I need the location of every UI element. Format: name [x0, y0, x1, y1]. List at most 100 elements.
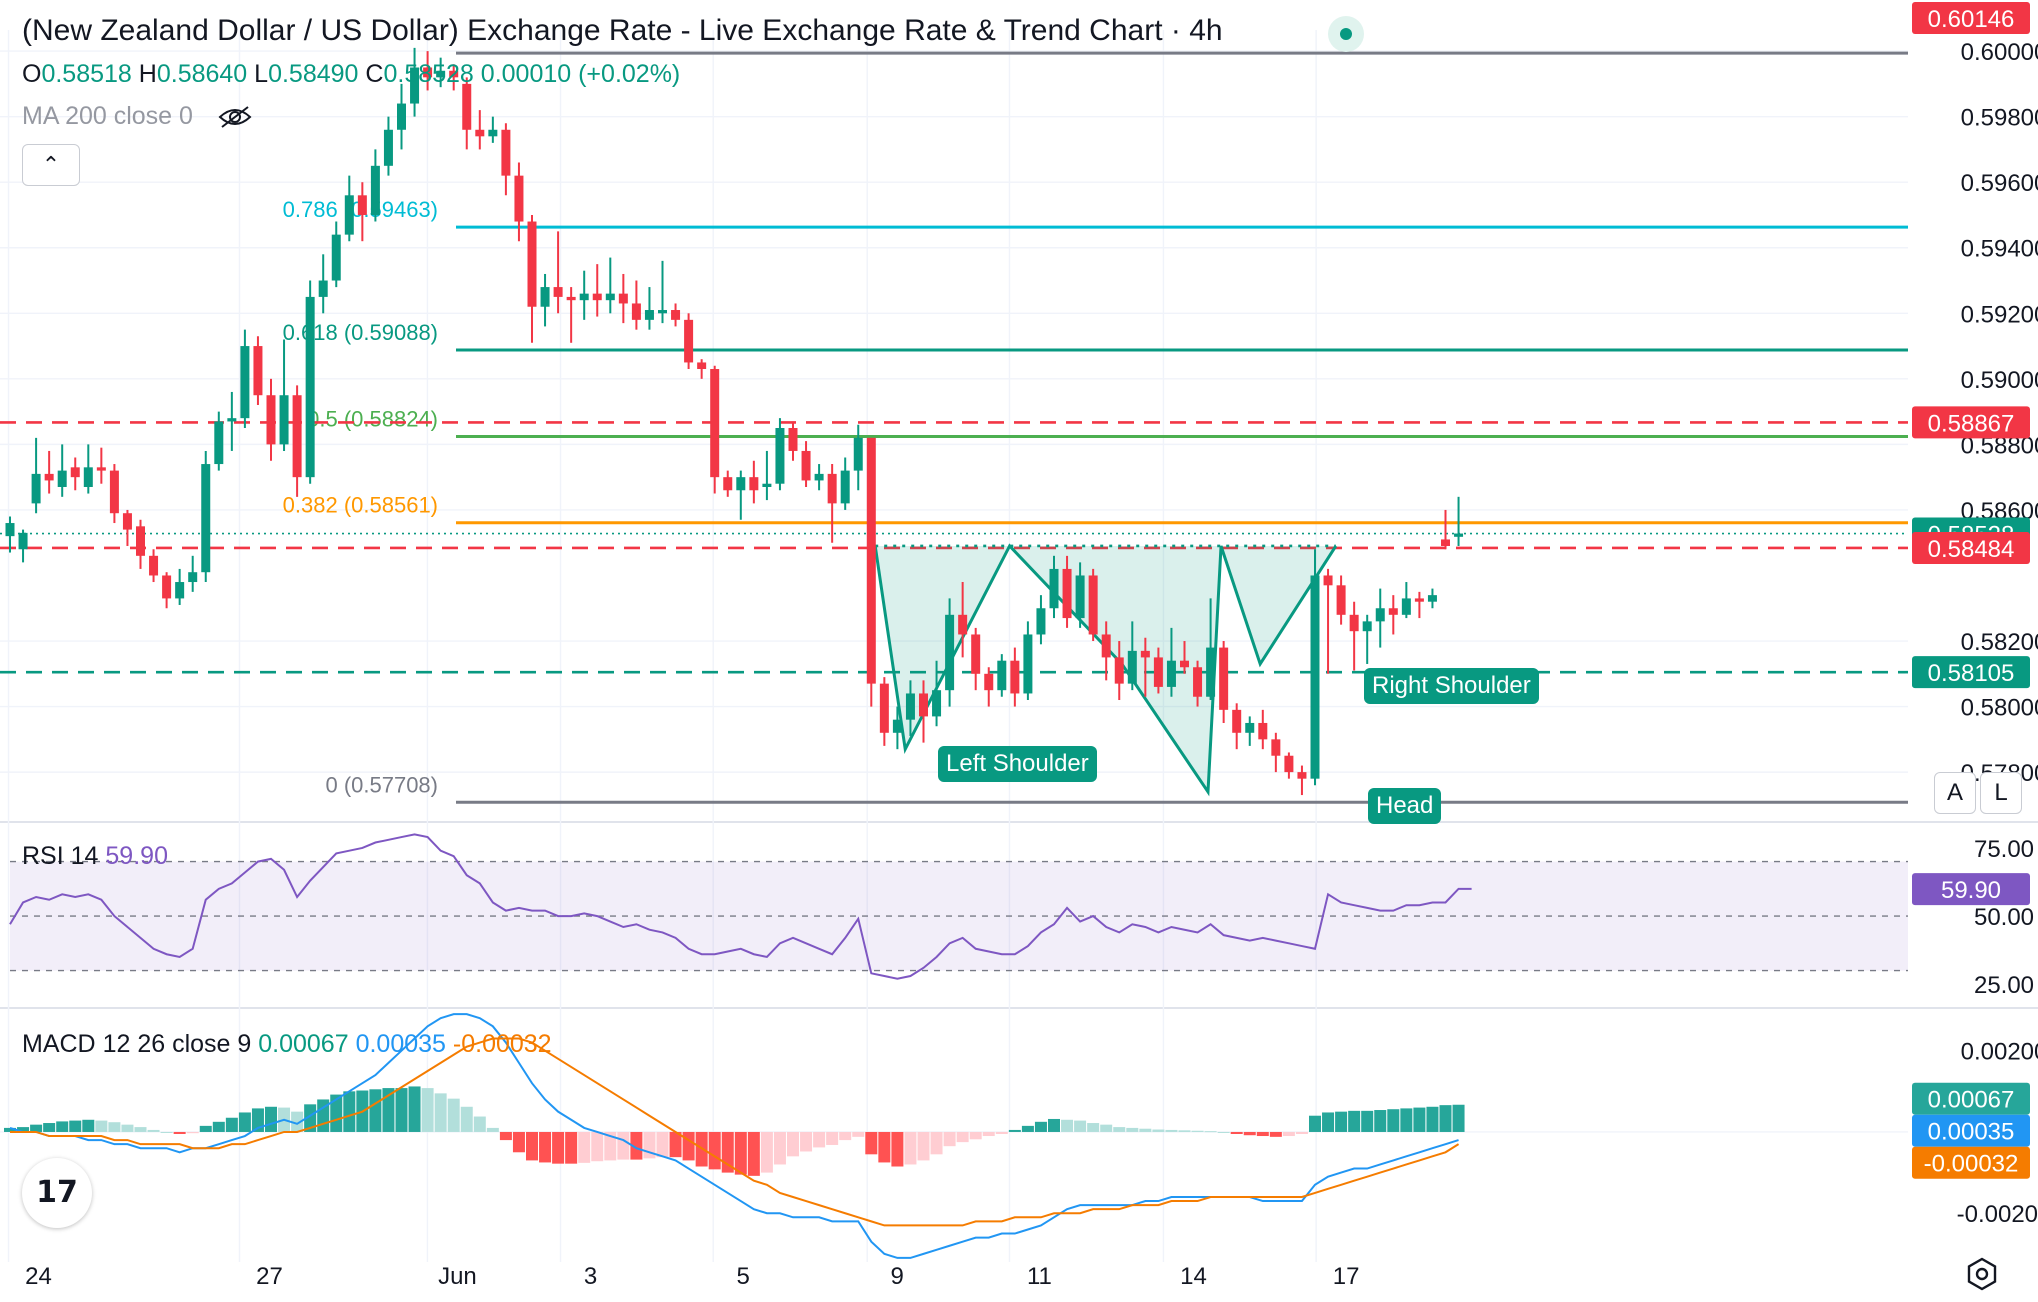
macd-histogram-bar	[656, 1131, 669, 1158]
close-value: 0.58528	[383, 60, 474, 88]
macd-histogram-bar	[147, 1129, 160, 1132]
candle-body	[488, 129, 498, 137]
change-value: 0.00010 (+0.02%)	[480, 60, 681, 88]
open-label: O	[22, 60, 42, 88]
candle-body	[853, 437, 863, 471]
fib-level-label: 0.382 (0.58561)	[283, 493, 438, 518]
market-open-icon[interactable]	[1328, 16, 1364, 52]
candle-body	[736, 477, 746, 491]
candle-body	[1336, 585, 1346, 615]
price-tag-box	[1912, 2, 2030, 34]
macd-histogram-bar	[1178, 1130, 1191, 1132]
candle-body	[775, 428, 785, 484]
macd-histogram-bar	[173, 1131, 186, 1134]
macd-histogram-bar	[865, 1131, 878, 1155]
open-value: 0.58518	[41, 60, 132, 88]
low-value: 0.58490	[268, 60, 359, 88]
macd-histogram-bar	[108, 1122, 121, 1132]
log-scale-button[interactable]: L	[1980, 772, 2022, 814]
candle-body	[919, 693, 928, 717]
candle-body	[383, 129, 393, 166]
macd-histogram-bar	[4, 1127, 16, 1132]
ma-legend[interactable]: MA 200 close 0	[22, 102, 252, 131]
candle-body	[1075, 575, 1085, 619]
macd-signal-line	[10, 1037, 1460, 1227]
macd-histogram-bar	[95, 1120, 108, 1132]
chevron-up-icon[interactable]: ⌃	[22, 144, 80, 186]
candle-body	[292, 395, 302, 478]
macd-histogram-bar	[917, 1131, 930, 1161]
candle-body	[553, 287, 563, 297]
macd-histogram-bar	[943, 1131, 956, 1147]
candle-body	[1088, 575, 1098, 635]
candle-body	[958, 614, 968, 635]
macd-histogram-bar	[604, 1131, 617, 1161]
fib-level-label: 0 (0.57708)	[325, 772, 438, 797]
macd-line-tag-box	[1912, 1114, 2030, 1147]
candle-body	[1271, 739, 1281, 756]
tradingview-logo[interactable]: 17	[22, 1158, 92, 1228]
candle-body	[475, 129, 485, 137]
macd-histogram-bar	[499, 1131, 512, 1141]
eye-off-icon[interactable]	[218, 105, 252, 129]
macd-histogram-bar	[1021, 1125, 1034, 1132]
candle-body	[997, 660, 1007, 691]
candle-body	[1062, 568, 1072, 619]
candle-body	[723, 477, 733, 491]
macd-histogram-bar	[1230, 1131, 1243, 1134]
macd-histogram-bar	[617, 1131, 630, 1160]
candle-body	[879, 683, 889, 733]
macd-histogram-bar	[330, 1094, 343, 1132]
candle-body	[1349, 614, 1359, 632]
candle-body	[1036, 608, 1046, 635]
candle-body	[70, 467, 80, 478]
candle-body	[136, 526, 145, 556]
y-tick-label: 0.60000	[1961, 39, 2038, 66]
candle-body	[605, 293, 615, 301]
candle-body	[631, 303, 641, 320]
candle-body	[5, 523, 15, 537]
candle-body	[318, 280, 328, 297]
macd-signal-value: -0.00032	[452, 1030, 552, 1058]
macd-histogram-bar	[43, 1123, 56, 1132]
macd-histogram-bar	[956, 1131, 969, 1143]
macd-histogram-bar	[552, 1131, 565, 1164]
macd-histogram-bar	[708, 1131, 721, 1170]
macd-histogram-bar	[1061, 1119, 1074, 1132]
candle-body	[57, 470, 67, 487]
rsi-params: 14	[70, 842, 99, 870]
macd-histogram-bar	[212, 1121, 225, 1132]
candle-body	[162, 575, 172, 599]
macd-histogram-bar	[199, 1125, 212, 1132]
candle-body	[1049, 568, 1059, 609]
candle-body	[423, 67, 433, 78]
macd-histogram-bar	[447, 1098, 460, 1132]
candle-body	[253, 346, 263, 396]
macd-histogram-bar	[839, 1131, 852, 1141]
candle-body	[266, 395, 276, 445]
candle-body	[644, 310, 654, 320]
macd-histogram-bar	[134, 1127, 147, 1132]
macd-params: 12 26 close 9	[102, 1030, 252, 1058]
macd-histogram-bar	[1008, 1129, 1021, 1132]
candle-body	[44, 473, 54, 481]
gear-icon[interactable]	[1964, 1256, 2000, 1292]
macd-histogram-bar	[1309, 1115, 1321, 1132]
pattern-label-left-shoulder: Left Shoulder	[938, 746, 1097, 782]
macd-histogram-bar	[304, 1104, 317, 1132]
x-tick-label: 3	[584, 1263, 597, 1290]
auto-scale-button[interactable]: A	[1934, 772, 1976, 814]
rsi-tick-label: 25.00	[1974, 972, 2034, 999]
price-axis: 2427Jun3591114170.578000.580000.582000.5…	[25, 2, 2038, 1290]
candle-body	[1375, 608, 1385, 622]
candle-body	[1206, 647, 1216, 697]
x-tick-label: 9	[891, 1263, 904, 1290]
candle-body	[279, 395, 289, 445]
macd-histogram-bar	[800, 1131, 813, 1152]
candle-body	[514, 175, 524, 222]
candle-body	[357, 195, 367, 215]
macd-histogram-bar	[1295, 1131, 1308, 1134]
